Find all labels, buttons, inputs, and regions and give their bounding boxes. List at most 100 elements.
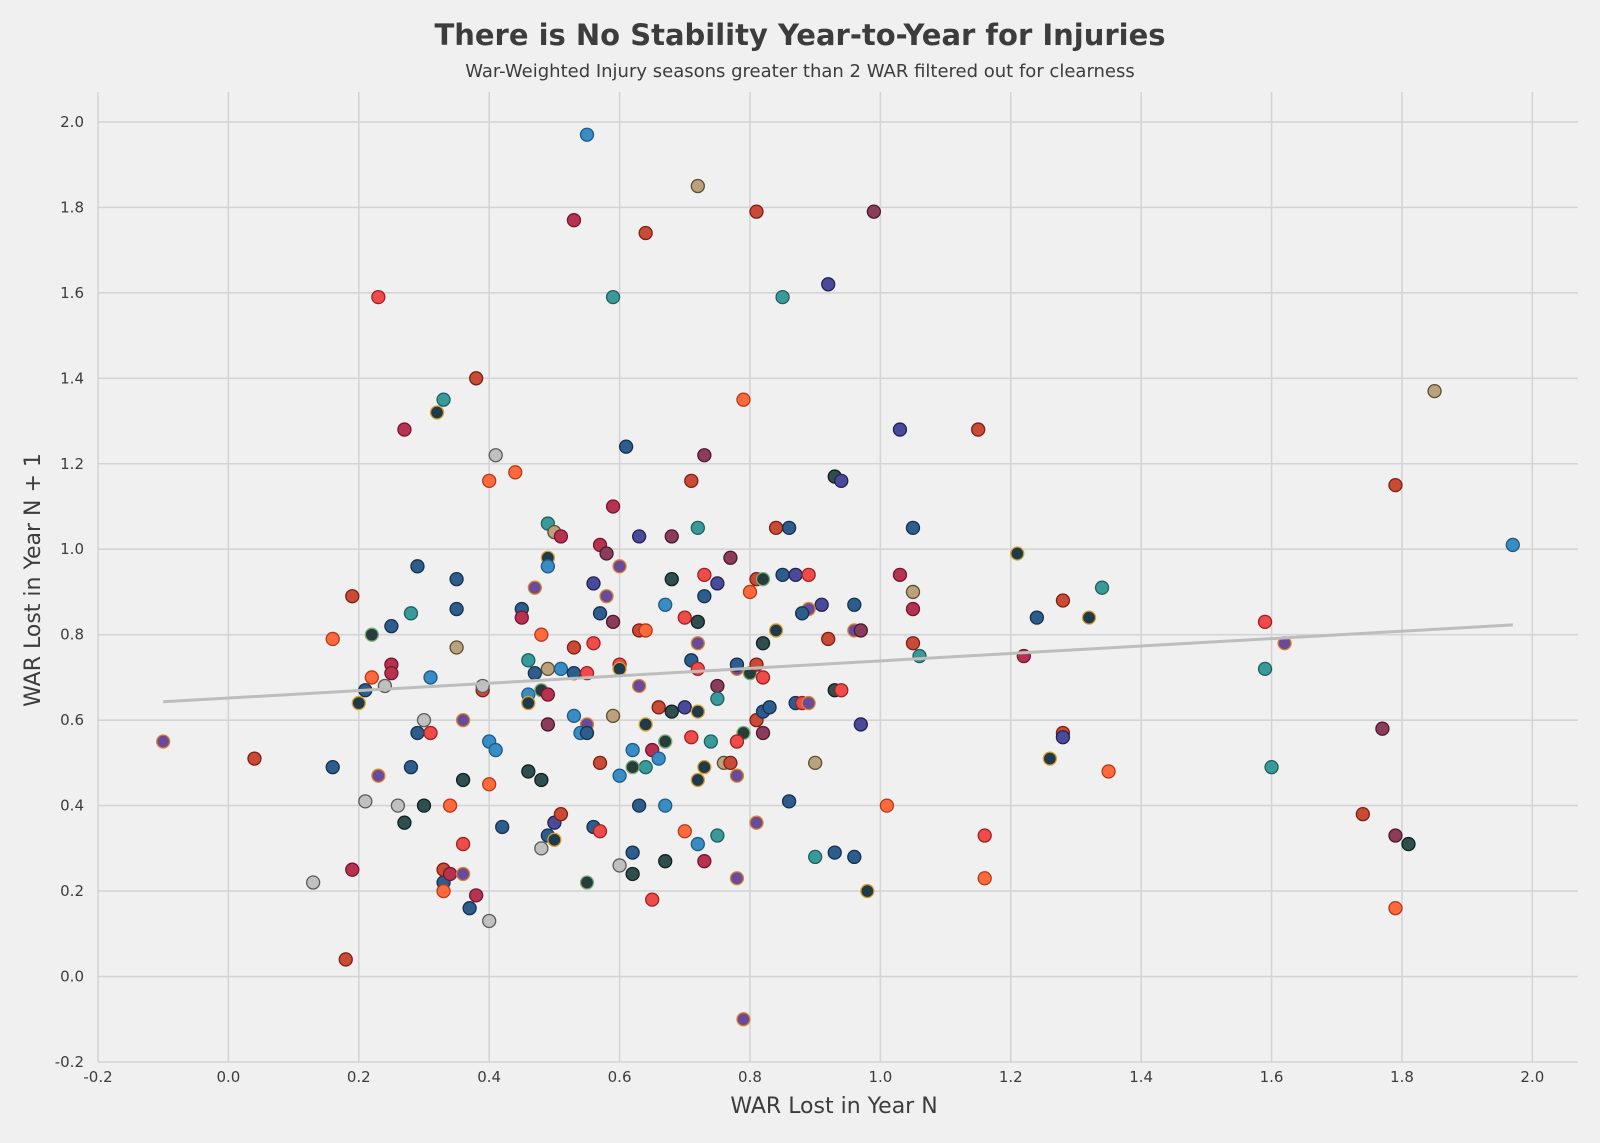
data-point bbox=[521, 764, 536, 779]
data-point bbox=[618, 439, 634, 454]
x-tick-label: 1.4 bbox=[1129, 1068, 1153, 1086]
data-point bbox=[801, 695, 816, 711]
data-point bbox=[788, 567, 803, 583]
data-point bbox=[416, 798, 432, 813]
data-points bbox=[156, 127, 1520, 1027]
data-point bbox=[358, 794, 373, 809]
data-point bbox=[1081, 610, 1097, 625]
data-point bbox=[690, 520, 705, 536]
data-point bbox=[482, 913, 497, 929]
y-tick-label: -0.2 bbox=[55, 1053, 84, 1071]
data-point bbox=[645, 892, 660, 907]
data-point bbox=[860, 883, 875, 899]
data-point bbox=[540, 687, 556, 702]
data-point bbox=[905, 601, 921, 617]
data-point bbox=[1264, 760, 1279, 775]
data-point bbox=[1257, 614, 1273, 630]
data-point bbox=[703, 734, 719, 749]
data-point bbox=[762, 700, 777, 715]
data-point bbox=[449, 640, 464, 655]
x-tick-label: 0.0 bbox=[216, 1068, 240, 1086]
data-point bbox=[345, 862, 360, 877]
data-point bbox=[866, 204, 882, 219]
data-point bbox=[684, 473, 699, 489]
y-tick-label: 1.4 bbox=[60, 369, 84, 387]
x-tick-label: 1.6 bbox=[1260, 1068, 1284, 1086]
data-point bbox=[455, 772, 471, 788]
data-point bbox=[553, 807, 569, 822]
data-point bbox=[638, 760, 653, 775]
data-point bbox=[768, 623, 784, 638]
data-point bbox=[605, 289, 621, 305]
data-point bbox=[729, 768, 745, 783]
data-point bbox=[664, 571, 679, 587]
y-tick-label: 1.6 bbox=[60, 284, 84, 302]
y-tick-label: 1.2 bbox=[60, 455, 84, 473]
data-point bbox=[827, 845, 842, 860]
data-point bbox=[684, 730, 699, 745]
data-point bbox=[534, 772, 549, 788]
data-point bbox=[488, 742, 503, 758]
data-point bbox=[1094, 580, 1110, 595]
data-point bbox=[1042, 751, 1058, 766]
data-point bbox=[612, 768, 627, 783]
data-point bbox=[677, 610, 692, 625]
data-point bbox=[436, 392, 451, 407]
x-axis-label: WAR Lost in Year N bbox=[730, 1094, 937, 1119]
data-point bbox=[1388, 901, 1403, 916]
data-point bbox=[775, 567, 790, 583]
data-point bbox=[625, 845, 640, 860]
data-point bbox=[586, 636, 601, 651]
data-point bbox=[468, 371, 484, 386]
data-point bbox=[781, 520, 797, 536]
data-point bbox=[912, 648, 927, 664]
data-point bbox=[755, 571, 771, 587]
y-axis-label: WAR Lost in Year N + 1 bbox=[21, 453, 46, 707]
y-tick-label: 0.8 bbox=[60, 626, 84, 644]
data-point bbox=[638, 225, 653, 241]
data-point bbox=[325, 760, 340, 775]
data-point bbox=[612, 559, 627, 574]
data-point bbox=[853, 623, 868, 638]
data-point bbox=[768, 520, 784, 536]
data-point bbox=[808, 755, 823, 771]
data-point bbox=[651, 751, 666, 766]
data-point bbox=[534, 627, 549, 642]
data-point bbox=[977, 871, 992, 886]
data-point bbox=[690, 661, 705, 677]
data-point bbox=[527, 665, 542, 681]
data-point bbox=[599, 589, 614, 604]
data-point bbox=[423, 670, 438, 685]
data-point bbox=[1055, 730, 1071, 745]
data-point bbox=[794, 606, 810, 621]
data-point bbox=[364, 670, 379, 685]
data-point bbox=[442, 866, 458, 882]
data-point bbox=[1388, 828, 1403, 843]
data-point bbox=[592, 824, 608, 839]
data-point bbox=[416, 712, 432, 728]
data-point bbox=[1101, 764, 1116, 779]
data-point bbox=[1388, 477, 1403, 493]
data-point bbox=[847, 597, 862, 612]
chart-subtitle: War-Weighted Injury seasons greater than… bbox=[465, 61, 1135, 82]
data-point bbox=[325, 631, 340, 647]
x-tick-label: -0.2 bbox=[83, 1068, 112, 1086]
data-point bbox=[364, 627, 379, 642]
data-point bbox=[834, 473, 849, 489]
data-point bbox=[579, 875, 595, 890]
data-point bbox=[1055, 593, 1071, 608]
data-point bbox=[755, 636, 771, 651]
data-point bbox=[781, 794, 797, 809]
data-point bbox=[971, 422, 986, 437]
data-point bbox=[592, 606, 608, 621]
data-point bbox=[455, 836, 471, 852]
y-tick-label: 0.0 bbox=[60, 968, 84, 986]
data-point bbox=[690, 836, 705, 852]
data-point bbox=[658, 854, 673, 869]
data-point bbox=[710, 576, 725, 591]
data-point bbox=[468, 888, 484, 903]
data-point bbox=[553, 661, 569, 677]
data-point bbox=[612, 661, 627, 677]
data-point bbox=[690, 636, 705, 651]
data-point bbox=[508, 465, 523, 480]
